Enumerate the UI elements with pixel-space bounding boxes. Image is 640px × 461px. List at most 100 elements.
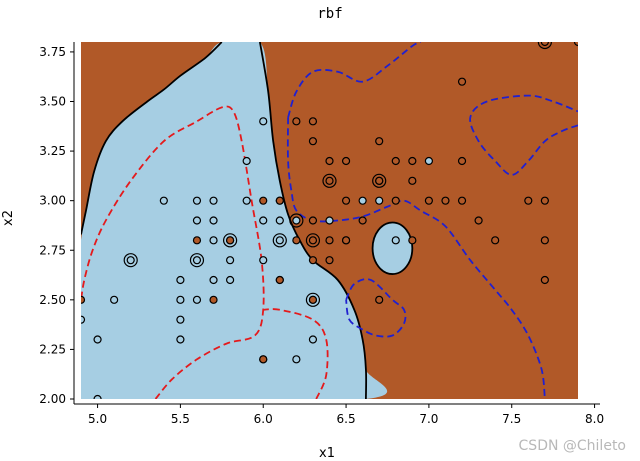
plot-area: [81, 42, 578, 399]
data-point-class-1: [341, 156, 351, 166]
x-tick-label: 8.0: [585, 412, 604, 426]
data-points: [81, 42, 578, 399]
data-point-class-1: [391, 196, 400, 205]
y-tick-label: 2.00: [39, 392, 66, 406]
data-point-class-0: [275, 216, 284, 225]
y-tick-label: 2.50: [39, 293, 66, 307]
support-vector-ring: [189, 253, 205, 268]
decision-boundary-line: [81, 42, 223, 235]
data-point-class-1: [540, 236, 549, 245]
data-point-class-1: [192, 236, 202, 245]
data-point-class-1: [524, 196, 533, 205]
data-point-class-0: [275, 236, 284, 245]
x-ticks: 5.0 5.5 6.0 6.5 7.0 7.5 8.0: [88, 404, 604, 426]
data-point-class-1: [391, 156, 400, 166]
data-point-class-1: [259, 355, 268, 364]
support-vector-ring: [305, 292, 321, 307]
support-vector-ring: [305, 233, 321, 248]
support-vectors: [123, 42, 552, 307]
data-point-class-0: [192, 295, 202, 304]
data-point-class-0: [358, 196, 367, 205]
data-point-class-0: [176, 275, 185, 285]
data-point-class-1: [573, 42, 578, 47]
data-point-class-0: [226, 275, 235, 285]
data-point-class-0: [176, 295, 185, 304]
data-point-class-0: [375, 196, 384, 205]
data-point-class-1: [275, 275, 284, 285]
support-vector-ring: [322, 173, 337, 188]
data-point-class-0: [176, 315, 185, 324]
data-point-class-0: [292, 355, 301, 364]
data-point-class-1: [358, 216, 367, 225]
data-point-class-0: [159, 196, 168, 205]
y-tick-label: 3.75: [39, 45, 66, 59]
data-point-class-1: [325, 256, 334, 265]
data-point-class-1: [292, 236, 301, 245]
data-point-class-1: [474, 216, 483, 225]
class-0-island: [371, 221, 414, 275]
data-point-class-1: [341, 196, 351, 205]
data-point-class-1: [375, 137, 384, 146]
data-point-class-1: [408, 156, 417, 166]
data-point-class-1: [408, 236, 417, 245]
data-point-class-1: [308, 256, 318, 265]
data-point-class-1: [292, 117, 301, 126]
data-point-class-1: [81, 295, 86, 304]
data-point-class-0: [259, 216, 268, 225]
data-point-class-0: [209, 236, 218, 245]
x-tick-label: 7.0: [419, 412, 438, 426]
data-point-class-0: [126, 256, 135, 265]
data-point-class-1: [457, 196, 467, 205]
data-point-class-1: [308, 216, 318, 225]
chart-title: rbf: [317, 6, 342, 22]
y-tick-label: 2.25: [39, 342, 66, 356]
data-point-class-1: [375, 295, 384, 304]
support-vector-ring: [272, 233, 287, 248]
data-point-class-0: [209, 196, 218, 205]
x-tick-label: 5.5: [171, 412, 190, 426]
data-point-class-0: [192, 216, 202, 225]
decision-lines: [81, 42, 578, 399]
data-point-class-0: [176, 335, 185, 344]
decision-boundary-line: [259, 42, 368, 399]
data-point-class-1: [308, 117, 318, 126]
data-point-class-1: [259, 196, 268, 205]
data-point-class-0: [110, 295, 119, 304]
data-point-class-0: [93, 394, 102, 399]
x-tick-label: 7.5: [502, 412, 521, 426]
axes: 5.0 5.5 6.0 6.5 7.0 7.5 8.0 2.00 2.25 2.50 2.75 3.…: [1, 42, 604, 461]
positive-margin-line: [286, 117, 546, 399]
data-point-class-1: [491, 236, 500, 245]
data-point-class-1: [226, 236, 235, 245]
support-vector-ring: [372, 173, 387, 188]
data-point-class-0: [424, 156, 433, 166]
y-tick-label: 3.00: [39, 194, 66, 208]
data-point-class-0: [242, 156, 251, 166]
class-0-region: [81, 42, 388, 399]
data-point-class-1: [441, 196, 450, 205]
data-point-class-1: [308, 295, 318, 304]
x-axis-label: x1: [319, 446, 335, 461]
data-point-class-0: [209, 275, 218, 285]
data-point-class-0: [259, 117, 268, 126]
data-point-class-1: [308, 137, 318, 146]
data-point-class-1: [540, 196, 549, 205]
data-point-class-1: [341, 236, 351, 245]
data-point-class-1: [457, 77, 467, 86]
data-point-class-0: [259, 256, 268, 265]
support-vector-ring: [537, 42, 552, 50]
support-vector-ring: [123, 253, 138, 268]
support-vector-ring: [289, 213, 304, 228]
data-point-class-1: [325, 156, 334, 166]
data-point-class-0: [292, 216, 301, 225]
data-point-class-0: [192, 256, 202, 265]
data-point-class-1: [325, 176, 334, 185]
watermark-text: CSDN @Chileto: [519, 438, 626, 454]
positive-margin-line: [345, 278, 407, 338]
data-point-class-1: [408, 176, 417, 185]
data-point-class-1: [209, 295, 218, 304]
y-ticks: 2.00 2.25 2.50 2.75 3.00 3.25 3.50 3.75: [39, 45, 74, 406]
negative-margin-line: [81, 105, 265, 399]
negative-margin-line: [263, 308, 329, 399]
